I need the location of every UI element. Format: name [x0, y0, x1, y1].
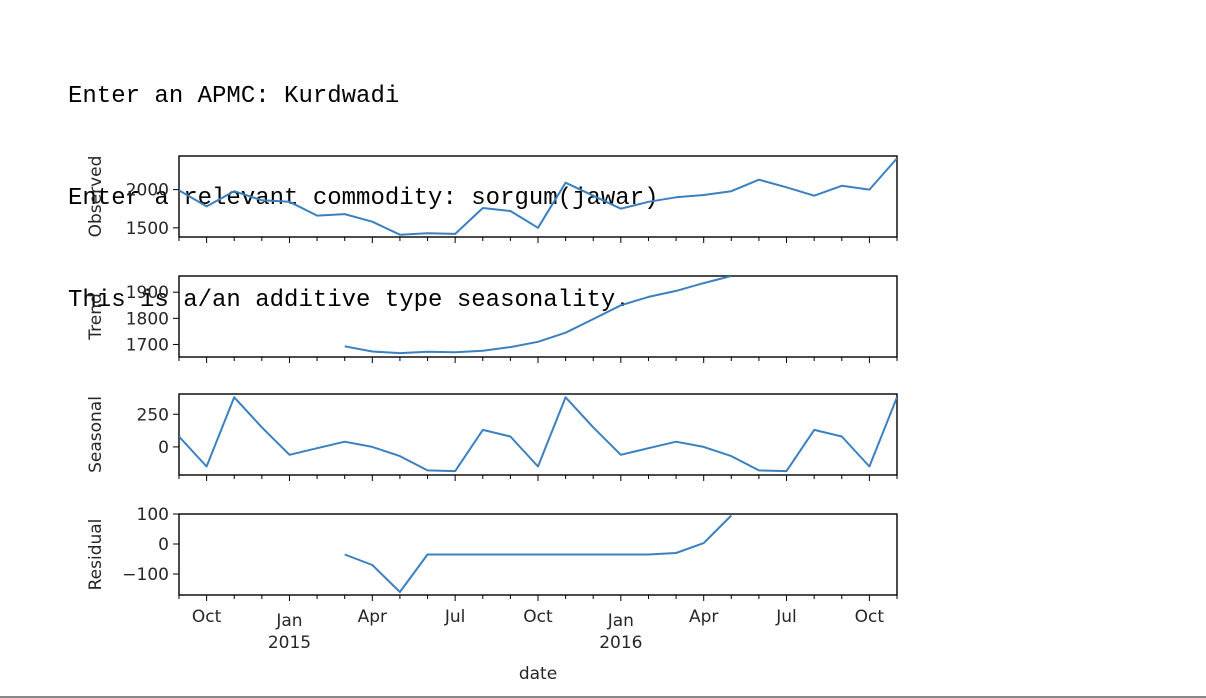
axes-frame: [178, 393, 898, 476]
y-axis-label: Trend: [86, 293, 106, 341]
y-tick-label: 1900: [126, 283, 169, 303]
axes-frame: [178, 275, 898, 358]
panel-trend: 1700 1800 1900 Trend: [86, 275, 898, 363]
console-output: Enter an APMC: Kurdwadi Enter a relevant…: [68, 12, 659, 352]
series-line: [344, 514, 733, 593]
console-line-seasonality: This is a/an additive type seasonality.: [68, 287, 630, 314]
panel-residual: −100 0 100 Residual: [86, 505, 898, 601]
x-tick-label: Oct: [855, 607, 885, 627]
x-tick-label: Oct: [192, 607, 222, 627]
panel-seasonal: 0 250 Seasonal: [86, 393, 898, 481]
x-tick-label: Jul: [775, 607, 797, 627]
x-tick-label: Apr: [358, 607, 387, 627]
x-tick-label: Jul: [444, 607, 466, 627]
y-tick-label: 0: [158, 535, 169, 555]
series-line: [179, 157, 897, 236]
y-tick-label: 100: [137, 505, 169, 525]
apmc-value: Kurdwadi: [284, 83, 400, 110]
series-line: [179, 396, 897, 473]
x-tick-label: Jan: [607, 611, 634, 631]
console-line-commodity: Enter a relevant commodity: sorgum(jawar…: [68, 182, 659, 216]
apmc-prompt: Enter an APMC:: [68, 83, 285, 110]
y-tick-label: 250: [137, 405, 169, 425]
y-tick-label: −100: [122, 565, 169, 585]
series-line: [344, 276, 732, 355]
x-tick-label: Oct: [523, 607, 553, 627]
x-axis-label: date: [519, 664, 557, 684]
y-tick-label: 1500: [126, 219, 169, 239]
bottom-divider: [0, 696, 1206, 698]
y-axis-label: Observed: [86, 156, 106, 238]
y-axis-label: Residual: [86, 519, 106, 591]
y-tick-label: 2000: [126, 181, 169, 201]
y-tick-label: 1800: [126, 309, 169, 329]
y-axis-label: Seasonal: [86, 396, 106, 473]
x-tick-year-label: 2016: [599, 633, 642, 653]
panel-observed: 1500 2000 Observed: [86, 155, 898, 243]
x-tick-year-label: 2015: [268, 633, 311, 653]
axes-frame: [178, 155, 898, 238]
console-line-apmc: Enter an APMC: Kurdwadi: [68, 80, 659, 114]
x-tick-label: Apr: [689, 607, 718, 627]
commodity-prompt: Enter a relevant commodity:: [68, 185, 472, 212]
y-tick-label: 0: [158, 438, 169, 458]
y-tick-label: 1700: [126, 335, 169, 355]
x-tick-label: Jan: [275, 611, 302, 631]
